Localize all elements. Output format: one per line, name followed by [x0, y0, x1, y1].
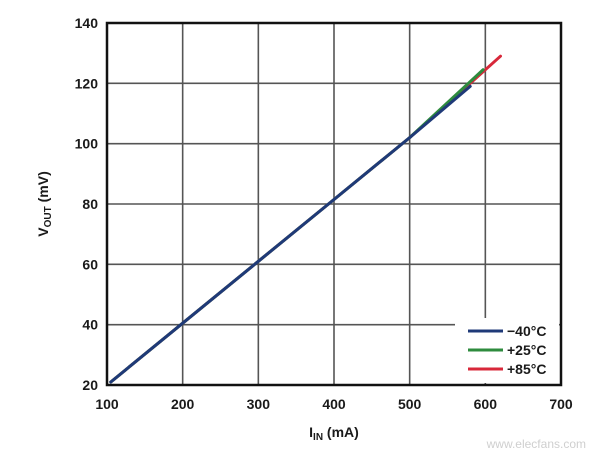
legend-label: +25°C	[507, 342, 546, 358]
legend-label: +85°C	[507, 361, 546, 377]
x-tick-label: 200	[171, 396, 195, 412]
plot-frame	[105, 21, 563, 387]
x-axis-label: IIN (mA)	[309, 424, 359, 443]
y-tick-label: 80	[82, 196, 98, 212]
x-tick-label: 500	[398, 396, 422, 412]
series-line	[109, 84, 472, 384]
y-tick-label: 140	[75, 15, 99, 31]
y-tick-label: 40	[82, 317, 98, 333]
y-tick-label: 60	[82, 256, 98, 272]
legend-label: −40°C	[507, 323, 546, 339]
x-tick-label: 600	[474, 396, 498, 412]
y-axis-label: VOUT (mV)	[35, 171, 54, 236]
watermark: www.elecfans.com	[486, 437, 586, 451]
x-tick-label: 100	[95, 396, 119, 412]
x-tick-label: 300	[247, 396, 271, 412]
x-tick-label: 700	[549, 396, 573, 412]
y-tick-label: 20	[82, 377, 98, 393]
y-tick-label: 100	[75, 136, 99, 152]
x-tick-label: 400	[322, 396, 346, 412]
y-tick-label: 120	[75, 75, 99, 91]
